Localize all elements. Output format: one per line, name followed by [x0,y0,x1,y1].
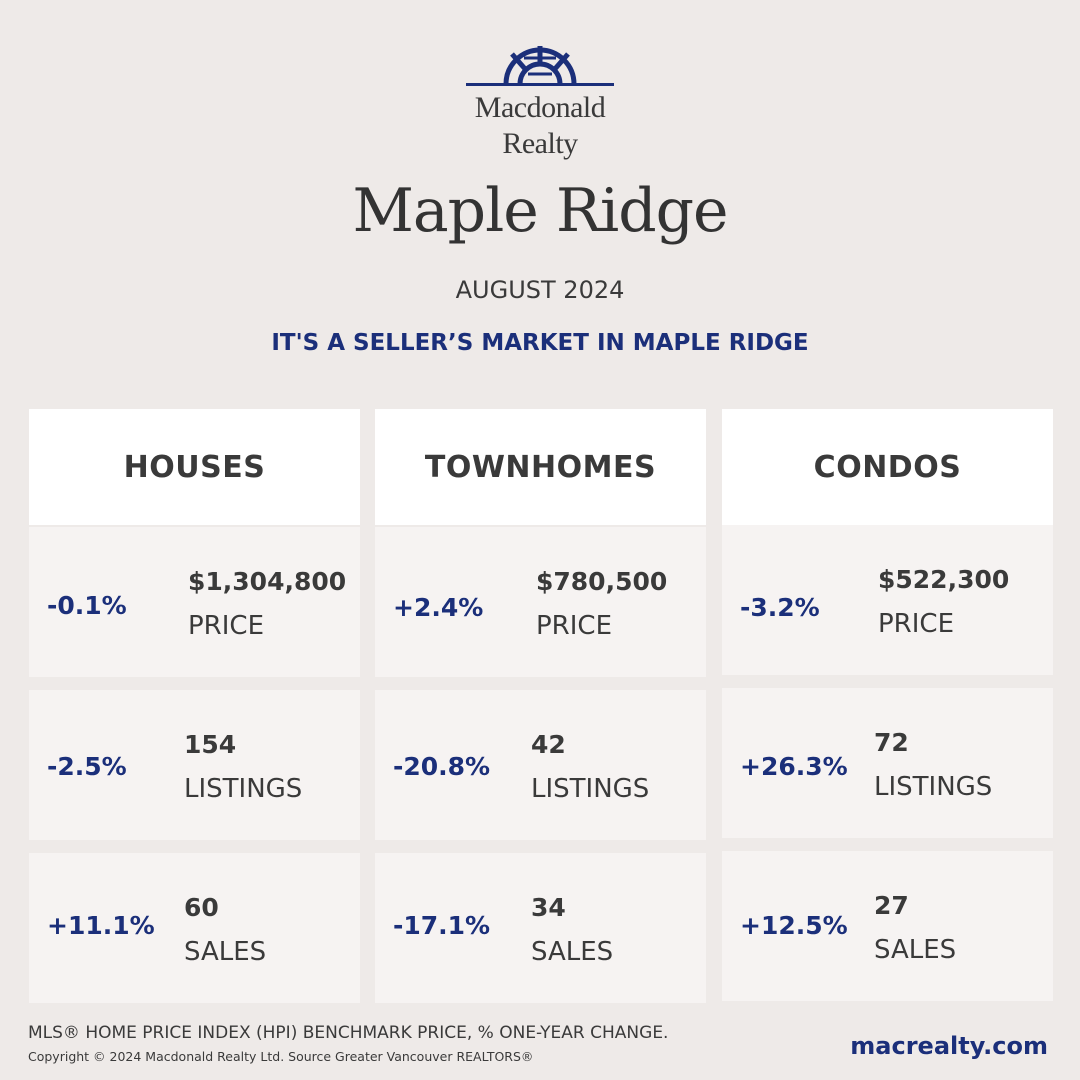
column-heading: CONDOS [722,409,1053,525]
listings-label: LISTINGS [874,772,993,802]
houses-price-card: -0.1% $1,304,800 PRICE [29,527,360,677]
listings-change: +26.3% [740,752,848,781]
price-value: $780,500 [536,567,668,596]
sunburst-logo-icon [466,46,614,86]
listings-label: LISTINGS [531,774,650,804]
houses-listings-card: -2.5% 154 LISTINGS [29,690,360,840]
brand-name-line1: Macdonald [474,91,606,124]
sales-value: 34 [531,893,566,922]
page-title: Maple Ridge [352,176,728,246]
sales-label: SALES [184,937,267,967]
price-label: PRICE [878,609,954,639]
sales-change: -17.1% [393,911,491,940]
listings-value: 42 [531,730,566,759]
price-change: -0.1% [47,591,127,620]
listings-label: LISTINGS [184,774,303,804]
townhomes-listings-card: -20.8% 42 LISTINGS [375,690,706,840]
houses-sales-card: +11.1% 60 SALES [29,853,360,1003]
price-label: PRICE [536,611,612,641]
sales-label: SALES [531,937,614,967]
website-link[interactable]: macrealty.com [850,1032,1048,1060]
condos-listings-card: +26.3% 72 LISTINGS [722,688,1053,838]
report-date: AUGUST 2024 [455,276,625,304]
copyright-text: Copyright © 2024 Macdonald Realty Ltd. S… [28,1049,534,1064]
sales-value: 27 [874,891,909,920]
sales-value: 60 [184,893,219,922]
townhomes-price-card: +2.4% $780,500 PRICE [375,527,706,677]
price-change: +2.4% [393,593,484,622]
listings-change: -20.8% [393,752,491,781]
brand-name-line2: Realty [502,127,578,160]
sales-change: +12.5% [740,911,848,940]
brand-logo [462,40,618,90]
listings-change: -2.5% [47,752,127,781]
market-tagline: IT'S A SELLER’S MARKET IN MAPLE RIDGE [271,330,809,356]
column-heading: TOWNHOMES [375,409,706,525]
price-label: PRICE [188,611,264,641]
price-change: -3.2% [740,593,820,622]
condos-column: CONDOS [722,409,1053,525]
listings-value: 154 [184,730,237,759]
hpi-footnote: MLS® HOME PRICE INDEX (HPI) BENCHMARK PR… [28,1023,669,1043]
condos-sales-card: +12.5% 27 SALES [722,851,1053,1001]
townhomes-sales-card: -17.1% 34 SALES [375,853,706,1003]
sales-change: +11.1% [47,911,155,940]
houses-column: HOUSES [29,409,360,525]
column-heading: HOUSES [29,409,360,525]
condos-price-card: -3.2% $522,300 PRICE [722,525,1053,675]
sales-label: SALES [874,935,957,965]
price-value: $1,304,800 [188,567,347,596]
listings-value: 72 [874,728,909,757]
price-value: $522,300 [878,565,1010,594]
townhomes-column: TOWNHOMES [375,409,706,525]
